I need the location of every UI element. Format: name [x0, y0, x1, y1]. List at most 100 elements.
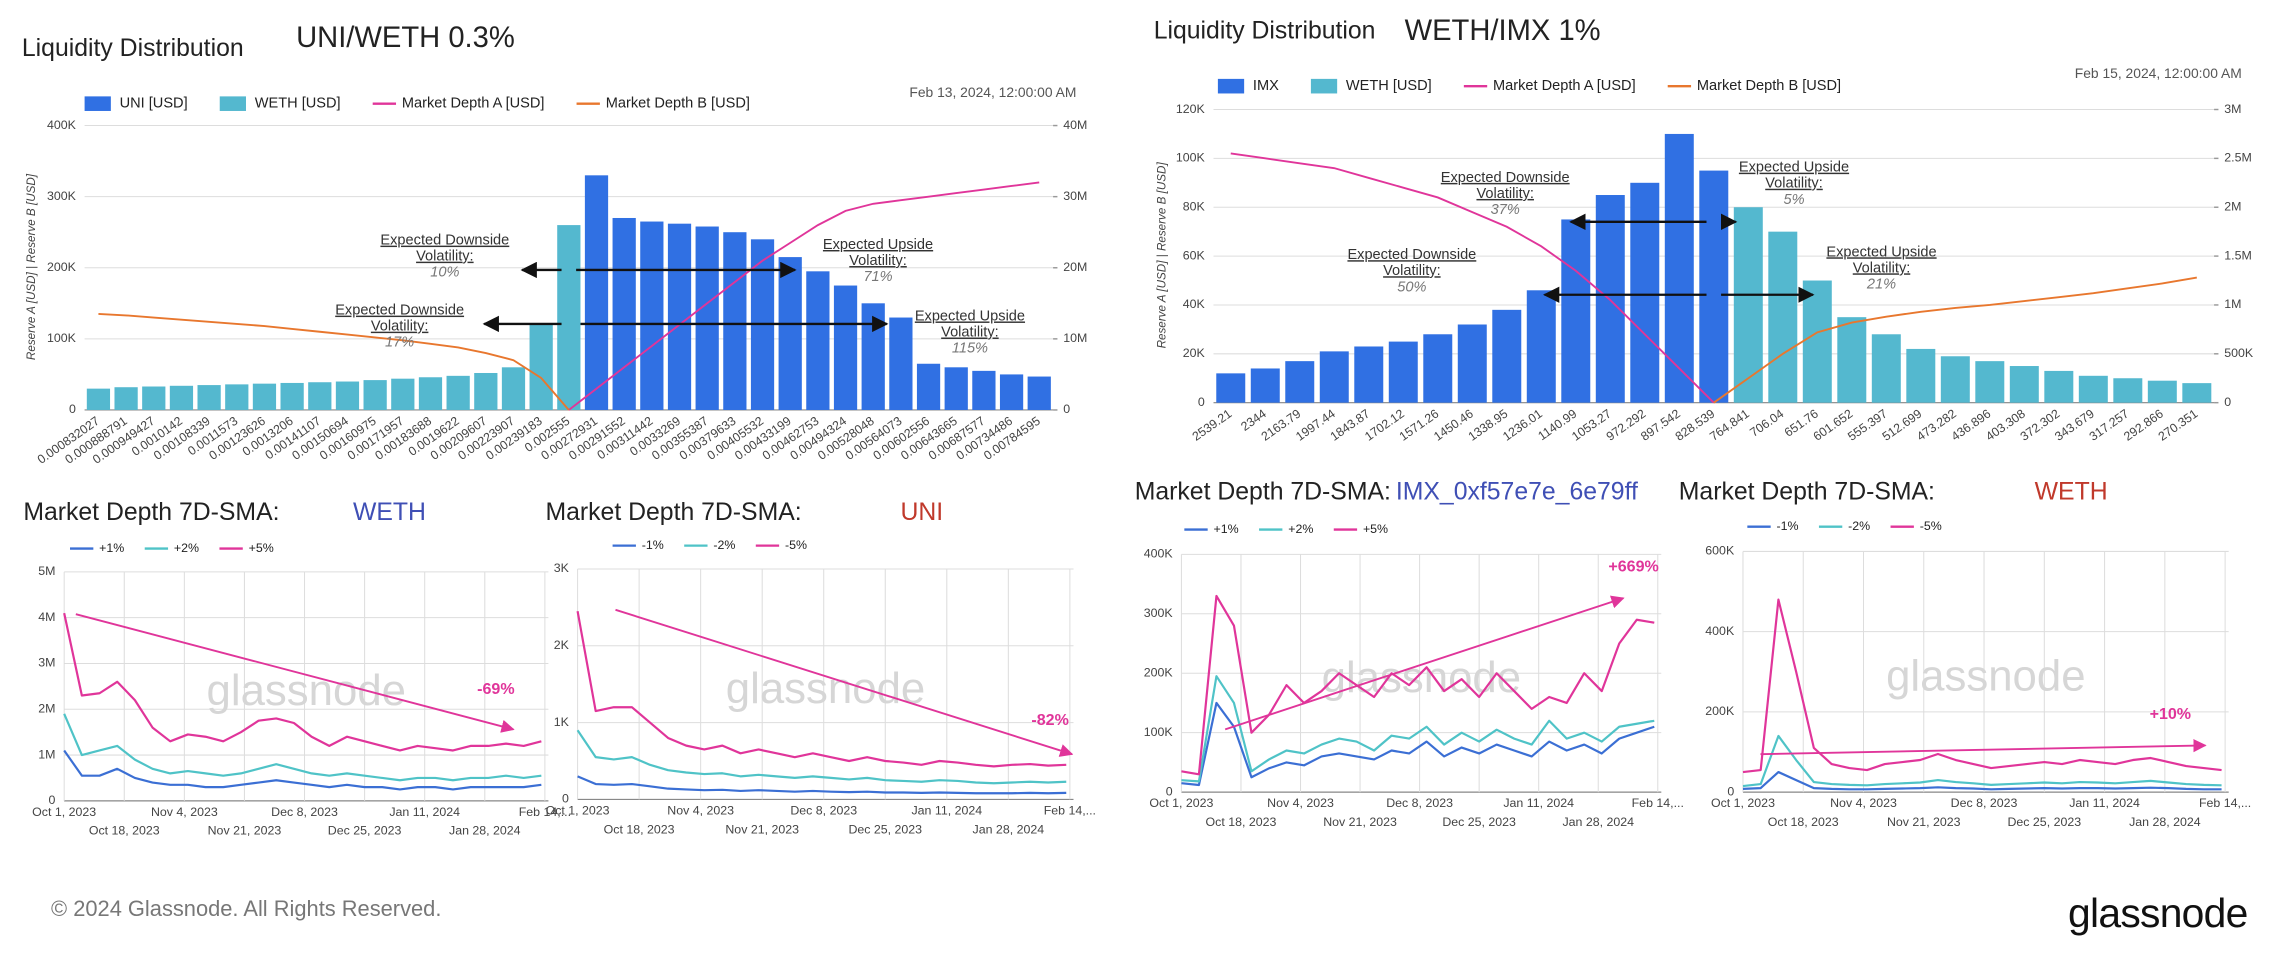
- legend-label: WETH [USD]: [1346, 78, 1432, 94]
- y2-tick-label: 20M: [1063, 260, 1087, 274]
- x-tick-label: Oct 1, 2023: [1711, 796, 1775, 810]
- annotation-text: Expected Downside: [380, 233, 509, 249]
- y-tick-label: 400K: [1144, 547, 1174, 561]
- legend-label: WETH [USD]: [255, 96, 341, 112]
- bar: [2147, 380, 2177, 403]
- bar: [944, 367, 968, 410]
- chart-title: Market Depth 7D-SMA:: [1135, 479, 1391, 506]
- y2-tick-label: 3M: [2224, 102, 2241, 116]
- x-tick-label: Nov 21, 2023: [1887, 815, 1961, 829]
- chart-title: Liquidity Distribution: [22, 35, 244, 62]
- series-line: [1742, 734, 2222, 788]
- y-tick-label: 0: [49, 793, 56, 807]
- timestamp: Feb 15, 2024, 12:00:00 AM: [2075, 65, 2242, 81]
- bar: [169, 385, 194, 410]
- annotation-text: Expected Downside: [1441, 170, 1570, 186]
- series-line: [1181, 675, 1655, 783]
- y-tick-label: 0: [69, 402, 76, 416]
- chart-title: Liquidity Distribution: [1154, 18, 1376, 45]
- y2-tick-label: 10M: [1063, 331, 1087, 345]
- annotation-text: Volatility:: [849, 253, 907, 269]
- bar: [446, 375, 470, 410]
- legend-label: -5%: [1920, 519, 1942, 533]
- annotation-text: 37%: [1491, 202, 1520, 218]
- bar: [1492, 309, 1522, 403]
- legend-label: -2%: [1848, 519, 1870, 533]
- annotation-text: Volatility:: [1476, 186, 1534, 202]
- bar: [833, 285, 858, 410]
- x-tick-label: Jan 11, 2024: [911, 803, 982, 817]
- bar: [1871, 334, 1901, 403]
- x-tick-label: 2539.21: [1190, 406, 1235, 443]
- bar: [1664, 133, 1694, 403]
- legend-swatch: [84, 96, 111, 111]
- x-tick-label: Jan 28, 2024: [2129, 815, 2201, 829]
- y2-tick-label: 40M: [1063, 118, 1087, 132]
- x-tick-label: Dec 25, 2023: [1442, 815, 1516, 829]
- trend-label: +10%: [2150, 705, 2191, 723]
- bar: [1906, 348, 1936, 403]
- annotation-text: 115%: [952, 341, 988, 357]
- chart-title: Market Depth 7D-SMA:: [1679, 479, 1935, 506]
- y-tick-label: 3M: [38, 656, 55, 670]
- watermark: glassnode: [1886, 652, 2085, 701]
- bar: [418, 377, 443, 410]
- x-tick-label: Oct 18, 2023: [1768, 815, 1839, 829]
- trend-arrow: [1224, 595, 1625, 731]
- y-tick-label: 5M: [38, 564, 55, 578]
- bar: [529, 324, 553, 410]
- x-tick-label: Jan 11, 2024: [1503, 796, 1574, 810]
- bar: [1027, 376, 1051, 410]
- bar: [1630, 182, 1660, 403]
- bar: [861, 303, 885, 410]
- x-tick-label: Nov 21, 2023: [208, 824, 282, 838]
- trend-label: +669%: [1608, 558, 1658, 576]
- depth-line: [1230, 152, 1715, 404]
- legend-label: Market Depth A [USD]: [1493, 78, 1636, 94]
- x-tick-label: Nov 21, 2023: [1323, 815, 1397, 829]
- y-tick-label: 200K: [1144, 666, 1174, 680]
- y2-tick-label: 500K: [2224, 346, 2254, 360]
- y2-tick-label: 2.5M: [2224, 151, 2252, 165]
- y-axis-label: Reserve A [USD] | Reserve B [USD]: [25, 173, 38, 360]
- y-tick-label: 100K: [1176, 151, 1206, 165]
- bar: [557, 225, 581, 410]
- chart-subtitle: WETH: [2035, 479, 2108, 506]
- annotation-text: Volatility:: [1853, 260, 1911, 276]
- watermark: glassnode: [207, 666, 406, 715]
- chart-subtitle: WETH: [353, 499, 426, 526]
- x-tick-label: Nov 4, 2023: [151, 805, 218, 819]
- y-tick-label: 0: [1166, 784, 1173, 798]
- x-tick-label: Nov 4, 2023: [1830, 796, 1897, 810]
- legend-label: UNI [USD]: [120, 96, 188, 112]
- bar: [972, 370, 996, 410]
- x-tick-label: Feb 14,...: [2199, 796, 2251, 810]
- bar: [584, 175, 609, 410]
- annotation-text: 10%: [430, 265, 459, 281]
- y2-tick-label: 0: [1063, 402, 1070, 416]
- x-tick-label: Oct 1, 2023: [1149, 796, 1213, 810]
- bar: [1699, 170, 1729, 403]
- x-tick-label: Dec 25, 2023: [848, 822, 922, 836]
- series-line: [577, 775, 1067, 795]
- y-tick-label: 300K: [1144, 606, 1174, 620]
- bar: [391, 378, 415, 410]
- x-tick-label: Feb 14,...: [519, 805, 571, 819]
- chart-subtitle: UNI: [900, 499, 943, 526]
- y-tick-label: 40K: [1183, 297, 1206, 311]
- legend-label: +2%: [1288, 522, 1313, 536]
- x-tick-label: Jan 28, 2024: [973, 822, 1045, 836]
- bar: [612, 217, 636, 410]
- bar: [1837, 317, 1867, 403]
- y-tick-label: 100K: [1144, 725, 1174, 739]
- chart-title: Market Depth 7D-SMA:: [545, 499, 801, 526]
- series-line: [1181, 594, 1655, 776]
- series-line: [1742, 770, 2222, 791]
- bar: [142, 386, 166, 410]
- y-tick-label: 400K: [1705, 624, 1735, 638]
- y2-tick-label: 1M: [2224, 297, 2241, 311]
- series-line: [63, 749, 542, 791]
- bar: [2182, 383, 2212, 403]
